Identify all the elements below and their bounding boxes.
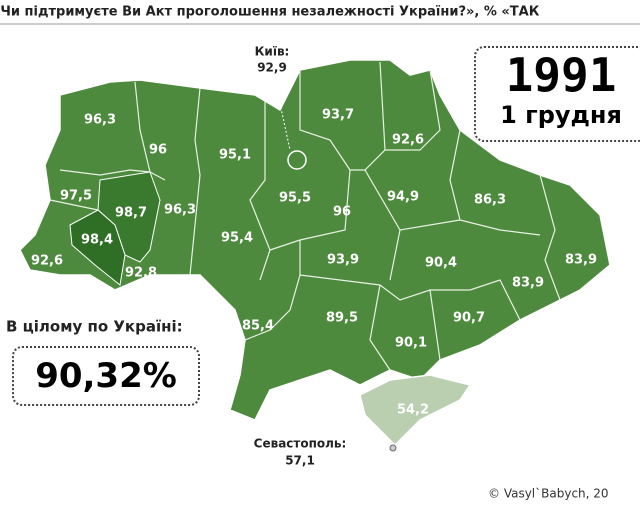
kyiv-label: Київ: [255,45,290,59]
total-label: В цілому по Україні: [6,318,183,336]
region-value: 83,9 [512,276,544,291]
region-value: 98,7 [115,206,147,221]
region-value: 96,3 [84,113,116,128]
year: 1991 [505,48,617,102]
region-value: 98,4 [81,233,113,248]
copyright: © Vasyl`Babych, 20 [488,487,609,501]
total-value: 90,32% [35,356,177,396]
region-value: 96,3 [164,203,196,218]
region-value: 86,3 [474,193,506,208]
title: «Чи підтримуєте Ви Акт проголошення неза… [0,5,540,20]
region-value: 95,1 [219,148,251,163]
region-value: 95,4 [221,231,253,246]
kyiv-value: 92,9 [257,61,287,75]
region-value: 92,6 [392,133,424,148]
region-borders [49,61,561,371]
region-value: 96 [149,143,167,158]
region-value: 95,5 [279,191,311,206]
region-value: 96 [333,205,351,220]
date-box: 1991 1 грудня [474,46,640,142]
region-value: 83,9 [565,253,597,268]
region-value: 92,6 [31,254,63,269]
region-value: 93,9 [327,253,359,268]
region-value: 90,7 [453,311,485,326]
sevastopol-label: Севастополь: [254,437,347,451]
sevastopol-marker [389,444,397,452]
day: 1 грудня [500,101,622,129]
region-value: 97,5 [60,189,92,204]
region-value: 93,7 [322,108,354,123]
sevastopol-value: 57,1 [285,454,315,468]
kyiv-marker [287,150,307,170]
region-value: 92,8 [125,266,157,281]
region-value: 89,5 [326,311,358,326]
region-value: 90,4 [425,256,457,271]
ivano-frankivsk [69,209,126,286]
total-box: 90,32% [12,346,200,406]
region-value: 94,9 [387,190,419,205]
region-value: 54,2 [397,403,429,418]
crimea [359,374,472,447]
region-value: 85,4 [242,319,274,334]
region-value: 90,1 [395,336,427,351]
